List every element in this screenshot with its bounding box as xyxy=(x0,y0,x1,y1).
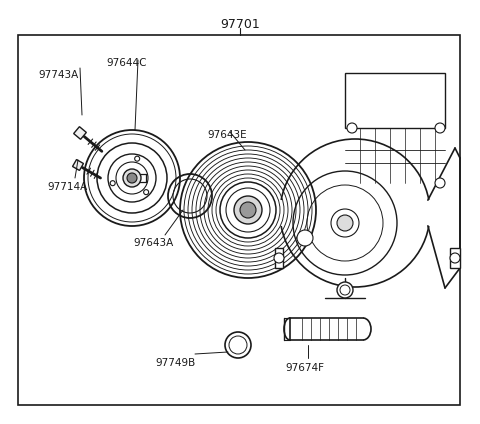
Circle shape xyxy=(297,230,313,246)
Circle shape xyxy=(435,178,445,188)
Text: 97714A: 97714A xyxy=(47,182,87,192)
Circle shape xyxy=(234,196,262,224)
Text: 97701: 97701 xyxy=(220,18,260,31)
Circle shape xyxy=(337,215,353,231)
Circle shape xyxy=(127,173,137,183)
Circle shape xyxy=(84,130,180,226)
Polygon shape xyxy=(72,159,84,170)
Text: 97749B: 97749B xyxy=(155,358,195,368)
Circle shape xyxy=(110,181,115,186)
Circle shape xyxy=(435,123,445,133)
Circle shape xyxy=(347,123,357,133)
Polygon shape xyxy=(73,127,86,139)
Circle shape xyxy=(275,143,425,293)
Polygon shape xyxy=(450,248,460,268)
Text: 97643E: 97643E xyxy=(207,130,247,140)
Text: 97743A: 97743A xyxy=(38,70,78,80)
Circle shape xyxy=(240,202,256,218)
Text: 97674F: 97674F xyxy=(285,363,324,373)
Text: 97644C: 97644C xyxy=(106,58,146,68)
Text: 97643A: 97643A xyxy=(133,238,173,248)
Circle shape xyxy=(144,190,149,195)
Circle shape xyxy=(123,169,141,187)
Circle shape xyxy=(450,253,460,263)
Circle shape xyxy=(337,282,353,298)
Circle shape xyxy=(168,174,212,218)
Bar xyxy=(345,73,445,128)
Circle shape xyxy=(225,332,251,358)
Circle shape xyxy=(274,253,284,263)
Polygon shape xyxy=(275,248,283,268)
Circle shape xyxy=(135,156,140,161)
Bar xyxy=(18,35,460,405)
Circle shape xyxy=(180,142,316,278)
